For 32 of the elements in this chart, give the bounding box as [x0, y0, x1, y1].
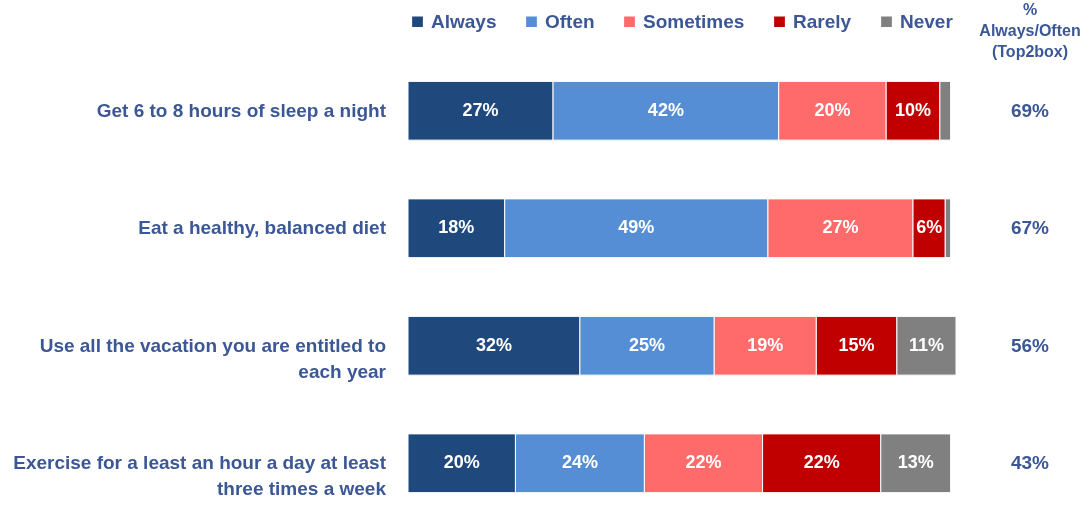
legend-label: Sometimes — [643, 10, 745, 32]
legend-label: Never — [900, 10, 954, 32]
data-label: 27% — [462, 99, 499, 120]
text: 69% — [1010, 99, 1050, 121]
data-label: 20% — [443, 452, 480, 473]
data-label: 18% — [438, 217, 475, 238]
data-label: 49% — [618, 217, 655, 238]
data-label: 20% — [814, 99, 851, 120]
data-label: 10% — [895, 99, 932, 120]
data-label: 22% — [803, 452, 840, 473]
data-label: 11% — [908, 334, 944, 355]
text: 43% — [1010, 452, 1050, 474]
data-label: 24% — [561, 452, 598, 473]
y-tick-label: Eat a healthy, balanced diet — [138, 217, 387, 239]
legend-label: Rarely — [793, 10, 852, 32]
data-label: 22% — [685, 452, 722, 473]
data-label: 19% — [747, 334, 784, 355]
text: 56% — [1010, 334, 1050, 356]
y-tick-label: Get 6 to 8 hours of sleep a night — [96, 99, 387, 121]
data-label: 6% — [916, 217, 943, 238]
data-label: 27% — [822, 217, 859, 238]
legend-label: Often — [545, 10, 595, 32]
data-label: 15% — [838, 334, 875, 355]
data-label: 25% — [629, 334, 666, 355]
text: 67% — [1010, 217, 1050, 239]
text: % Always/Often (Top2box) — [979, 1, 1081, 60]
legend-label: Always — [431, 10, 497, 32]
y-tick-label: Exercise for a least an hour a day at least three times a week — [13, 452, 387, 500]
y-tick-label: Use all the vacation you are entitled to each year — [39, 334, 387, 382]
data-label: 42% — [647, 99, 684, 120]
data-label: 32% — [475, 334, 512, 355]
data-label: 13% — [897, 452, 934, 473]
